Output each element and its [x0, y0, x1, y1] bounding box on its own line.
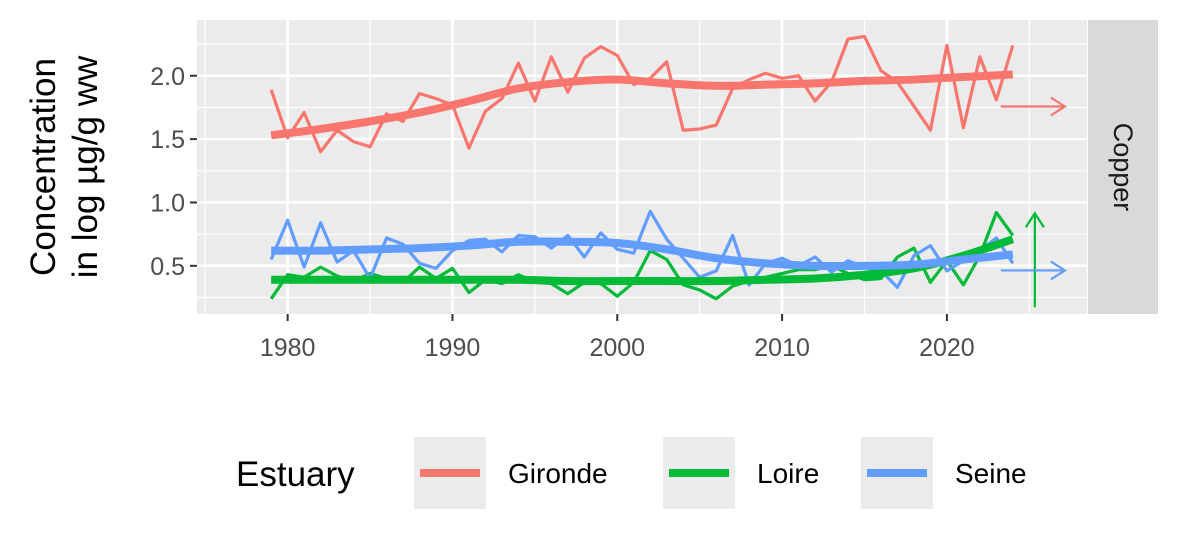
legend-title: Estuary — [236, 455, 355, 494]
trend-line-seine — [271, 237, 1014, 271]
legend-label-gironde: Gironde — [508, 458, 608, 489]
x-tick-label-2010: 2010 — [754, 334, 810, 362]
legend: Estuary Gironde Loire Seine — [236, 437, 1027, 509]
legend-item-loire: Loire — [663, 437, 819, 509]
y-tick-label-1.0: 1.0 — [150, 189, 185, 217]
trend-arrow-gironde — [1000, 96, 1067, 117]
trend-arrow-loire — [1024, 211, 1045, 308]
y-tick-label-0.5: 0.5 — [150, 253, 185, 281]
x-tick-label-2000: 2000 — [589, 334, 645, 362]
y-axis-title-line-2: in log µg/g ww — [66, 55, 105, 278]
legend-item-seine: Seine — [861, 437, 1027, 509]
facet-label: Copper — [1108, 123, 1138, 212]
x-tick-label-1990: 1990 — [425, 334, 481, 362]
x-tick-label-1980: 1980 — [260, 334, 316, 362]
legend-label-loire: Loire — [757, 458, 819, 489]
y-axis-title-line-1: Concentration — [24, 58, 63, 276]
x-tick-label-2020: 2020 — [919, 334, 975, 362]
facet-strip-background — [1088, 20, 1158, 314]
trend-arrow-seine — [1000, 260, 1067, 281]
trend-line-gironde — [270, 70, 1014, 140]
y-tick-label-2.0: 2.0 — [150, 63, 185, 91]
legend-item-gironde: Gironde — [414, 437, 608, 509]
trend-line-loire — [271, 235, 1015, 286]
y-tick-label-1.5: 1.5 — [150, 126, 185, 154]
series-line-seine — [269, 209, 1015, 289]
facet-strip: Copper — [1088, 20, 1158, 314]
y-axis-title: Concentration in log µg/g ww — [24, 55, 105, 278]
legend-label-seine: Seine — [955, 458, 1027, 489]
